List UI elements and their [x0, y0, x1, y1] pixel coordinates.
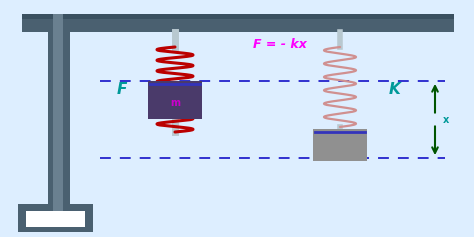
- Text: x: x: [443, 114, 449, 124]
- Text: m: m: [170, 98, 180, 108]
- Text: F = - kx: F = - kx: [253, 37, 307, 50]
- FancyBboxPatch shape: [313, 129, 367, 161]
- Text: F: F: [117, 82, 127, 96]
- FancyBboxPatch shape: [48, 14, 70, 212]
- FancyBboxPatch shape: [22, 14, 454, 32]
- FancyBboxPatch shape: [26, 211, 85, 227]
- Text: K: K: [389, 82, 401, 96]
- FancyBboxPatch shape: [18, 204, 93, 232]
- FancyBboxPatch shape: [53, 14, 63, 212]
- FancyBboxPatch shape: [148, 81, 202, 119]
- FancyBboxPatch shape: [22, 14, 454, 19]
